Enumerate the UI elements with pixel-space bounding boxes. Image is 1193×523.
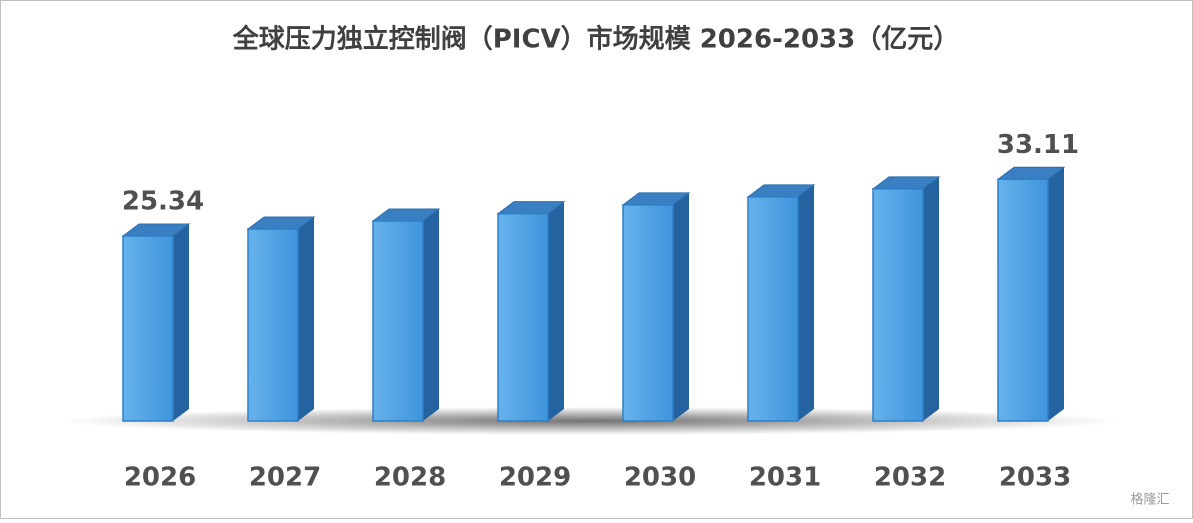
watermark: 格隆汇 (1130, 492, 1169, 508)
bar (997, 178, 1049, 422)
data-label: 33.11 (997, 130, 1079, 160)
bar-side (923, 176, 939, 421)
chart-title: 全球压力独立控制阀（PICV）市场规模 2026-2033（亿元） (232, 24, 960, 55)
floor-shadow (60, 407, 1120, 435)
bar (497, 212, 549, 422)
bar-side (298, 217, 314, 421)
bar-side (673, 192, 689, 421)
bar-side (798, 184, 814, 421)
bar (872, 188, 924, 422)
bar-side (1048, 167, 1064, 421)
bar (747, 196, 799, 422)
x-tick-label: 2033 (999, 463, 1071, 493)
bar (122, 235, 174, 422)
x-tick-label: 2030 (624, 463, 696, 493)
x-tick-label: 2031 (749, 463, 821, 493)
x-tick-label: 2027 (249, 463, 321, 493)
data-label: 25.34 (122, 187, 204, 217)
bar (247, 228, 299, 422)
bar-side (173, 224, 189, 421)
bar (372, 220, 424, 422)
x-tick-label: 2029 (499, 463, 571, 493)
x-tick-label: 2026 (124, 463, 196, 493)
x-tick-label: 2032 (874, 463, 946, 493)
bar-side (423, 208, 439, 421)
x-tick-label: 2028 (374, 463, 446, 493)
bar-side (548, 201, 564, 421)
bar (622, 204, 674, 422)
